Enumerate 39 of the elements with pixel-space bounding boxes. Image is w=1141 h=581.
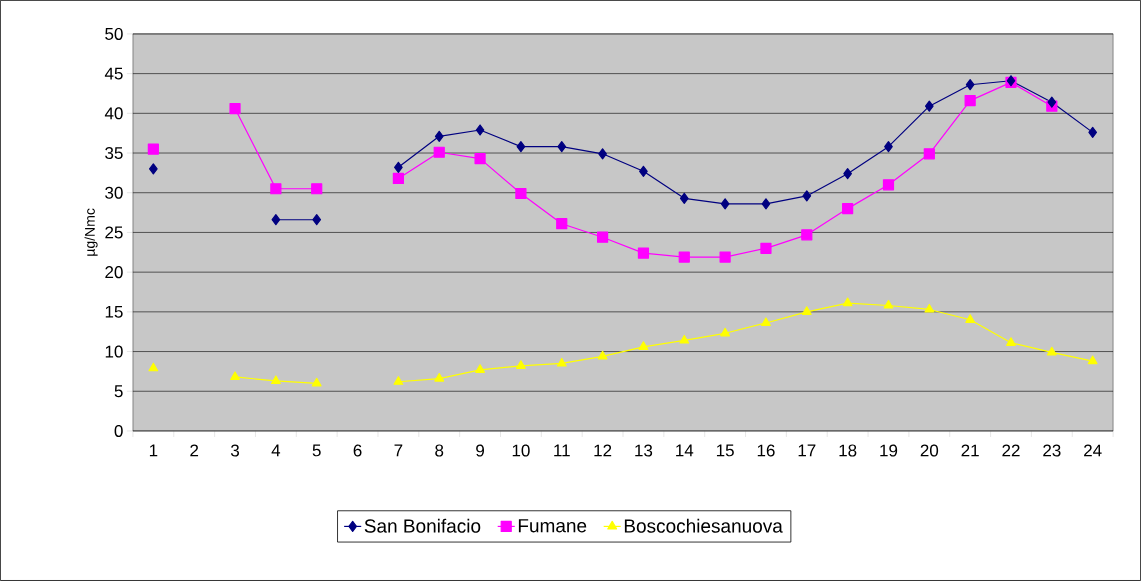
legend-label: Fumane xyxy=(518,519,587,533)
x-tick-label: 3 xyxy=(230,444,240,457)
x-tick-label: 11 xyxy=(554,444,570,457)
y-tick-label: 15 xyxy=(105,305,123,318)
x-tick-label: 9 xyxy=(476,444,484,457)
y-axis-title: µg/Nmc xyxy=(84,208,98,256)
y-tick-label: 50 xyxy=(105,27,123,40)
x-tick-label: 7 xyxy=(394,444,403,457)
x-tick-label: 18 xyxy=(839,444,857,457)
x-tick-label: 22 xyxy=(1002,444,1020,457)
y-tick-label: 40 xyxy=(104,107,123,120)
x-tick-label: 2 xyxy=(190,444,199,457)
x-tick-label: 1 xyxy=(149,444,158,457)
y-tick-label: 25 xyxy=(105,226,123,239)
legend-label: San Bonifacio xyxy=(364,518,481,533)
x-tick-label: 10 xyxy=(512,444,530,457)
x-tick-label: 12 xyxy=(594,444,612,457)
x-tick-label: 20 xyxy=(920,444,939,457)
x-tick-label: 17 xyxy=(798,444,816,457)
y-tick-label: 0 xyxy=(114,424,123,438)
x-tick-label: 6 xyxy=(353,444,362,457)
x-tick-label: 24 xyxy=(1084,444,1102,457)
x-tick-label: 15 xyxy=(716,444,734,457)
x-tick-label: 21 xyxy=(961,444,979,457)
y-tick-label: 35 xyxy=(105,147,123,160)
x-tick-label: 5 xyxy=(312,444,321,457)
x-tick-label: 8 xyxy=(435,444,444,457)
y-tick-label: 45 xyxy=(104,67,123,80)
x-tick-label: 23 xyxy=(1043,444,1061,457)
y-tick-label: 30 xyxy=(105,186,123,199)
y-tick-label: 5 xyxy=(114,385,123,398)
legend-label: Boscochiesanuova xyxy=(624,518,783,533)
y-tick-label: 10 xyxy=(105,345,123,358)
x-tick-label: 16 xyxy=(757,444,775,457)
x-tick-label: 13 xyxy=(635,444,653,457)
x-tick-label: 19 xyxy=(880,444,898,457)
x-tick-label: 14 xyxy=(676,444,694,457)
y-tick-label: 20 xyxy=(105,266,123,279)
x-tick-label: 4 xyxy=(271,444,281,457)
